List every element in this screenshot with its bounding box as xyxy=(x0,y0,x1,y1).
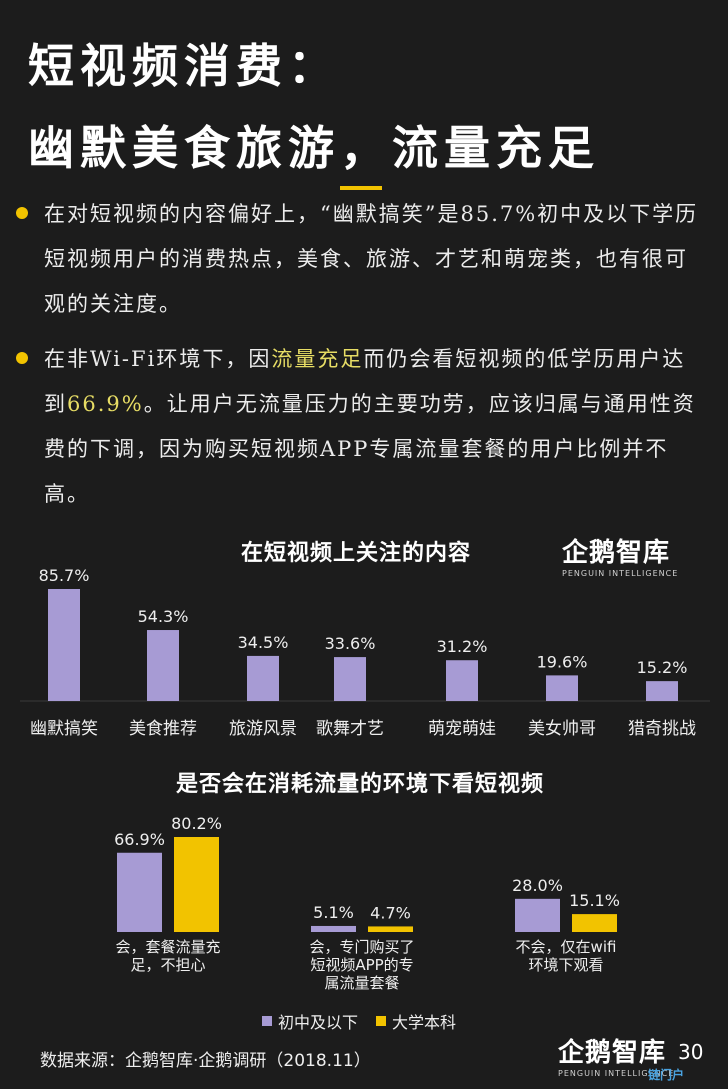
chart1-value-label-5: 31.2% xyxy=(437,637,488,656)
bullet-text-2-part2: 而仍会看短视频的低学历用户达到 xyxy=(44,347,686,416)
chart1-bar-2 xyxy=(147,630,179,701)
bullet-text-2-part3: 。让用户无流量压力的主要功劳，应该归属与通用性资费的下调，因为购买短视频APP专… xyxy=(44,392,696,506)
chart1-category-label-7: 猎奇挑战 xyxy=(628,719,696,739)
bullet-text-2-part1: 在非Wi-Fi环境下，因 xyxy=(44,347,272,371)
chart2-legend: 初中及以下 大学本科 xyxy=(262,1009,456,1033)
logo-text-en: PENGUIN INTELLIGENCE xyxy=(562,569,679,578)
chart1-value-label-6: 19.6% xyxy=(537,652,588,671)
chart1-value-label-2: 54.3% xyxy=(138,607,189,626)
chart1-bar-7 xyxy=(646,681,678,701)
chart2-category-label-2-line1: 会，专门购买了 xyxy=(309,938,414,956)
chart1-category-label-3: 旅游风景 xyxy=(229,719,297,739)
chart2-value-label-group1-series2: 80.2% xyxy=(171,814,222,833)
chart2-value-label-group1-series1: 66.9% xyxy=(114,830,165,849)
chart2-bar-group3-series2 xyxy=(572,914,617,932)
chart1-value-label-1: 85.7% xyxy=(39,566,90,585)
chart2-value-label-group3-series1: 28.0% xyxy=(512,876,563,895)
chart1-value-label-4: 33.6% xyxy=(325,634,376,653)
bullet-point-1: 在对短视频的内容偏好上，“幽默搞笑”是85.7%初中及以下学历短视频用户的消费热… xyxy=(16,192,702,327)
chart1-category-label-5: 萌宠萌娃 xyxy=(428,719,496,739)
chart2-bar-group3-series1 xyxy=(515,898,560,932)
chart2-bar-group1-series1 xyxy=(117,852,162,932)
chart1-bar-1 xyxy=(48,589,80,701)
chart1-category-label-1: 幽默搞笑 xyxy=(30,719,98,739)
chart1-category-label-2: 美食推荐 xyxy=(129,719,197,739)
page-number: 30 xyxy=(678,1040,704,1064)
bullet-text-1: 在对短视频的内容偏好上，“幽默搞笑”是85.7%初中及以下学历短视频用户的消费热… xyxy=(44,202,699,316)
legend-item-series-2: 大学本科 xyxy=(376,1009,456,1033)
highlight-traffic-sufficient: 流量充足 xyxy=(271,347,364,371)
chart1-value-label-7: 15.2% xyxy=(637,658,688,677)
bullet-point-2: 在非Wi-Fi环境下，因流量充足而仍会看短视频的低学历用户达到66.9%。让用户… xyxy=(16,337,702,517)
logo-text-en: PENGUIN INTELLIGENCE xyxy=(558,1069,675,1078)
chart2-bar-group1-series2 xyxy=(174,837,219,932)
chart2-value-label-group2-series2: 4.7% xyxy=(370,903,411,922)
logo-text-cn: 企鹅智库 xyxy=(562,538,671,568)
chart2-value-label-group2-series1: 5.1% xyxy=(313,903,354,922)
chart2-category-label-1-line2: 足，不担心 xyxy=(130,956,205,974)
bullet-dot-icon xyxy=(16,352,28,364)
chart2-category-label-1-line1: 会，套餐流量充 xyxy=(115,938,220,956)
bullet-dot-icon xyxy=(16,207,28,219)
chart1-category-label-6: 美女帅哥 xyxy=(528,719,596,739)
chart2-category-label-3-line1: 不会，仅在wifi xyxy=(516,938,617,956)
legend-swatch-2 xyxy=(376,1016,387,1026)
chart2-value-label-group3-series2: 15.1% xyxy=(569,891,620,910)
chart1-bar-5 xyxy=(446,660,478,701)
chart1-category-label-4: 歌舞才艺 xyxy=(316,719,384,739)
legend-label-1: 初中及以下 xyxy=(278,1013,359,1032)
page-title-line2: 幽默美食旅游，流量充足 xyxy=(28,121,600,175)
chart1-bar-3 xyxy=(247,655,279,701)
logo-text-cn: 企鹅智库 xyxy=(558,1038,667,1068)
legend-label-2: 大学本科 xyxy=(392,1013,457,1032)
chart1-content-preference: 85.7% 幽默搞笑 54.3% 美食推荐 34.5% 旅游风景 33.6% 歌舞才艺 31.2… xyxy=(20,566,710,739)
data-source: 数据来源：企鹅智库·企鹅调研（2018.11） xyxy=(40,1051,371,1071)
penguin-logo-footer: 企鹅智库 PENGUIN INTELLIGENCE xyxy=(558,1032,674,1078)
legend-item-series-1: 初中及以下 xyxy=(262,1009,358,1033)
chart1-title: 在短视频上关注的内容 xyxy=(240,541,471,566)
chart1-value-label-3: 34.5% xyxy=(238,633,289,652)
chart2-category-label-2-line2: 短视频APP的专 xyxy=(310,956,413,974)
chart2-bar-group2-series2 xyxy=(368,926,413,932)
title-accent-line xyxy=(340,186,382,190)
page-title-line1: 短视频消费： xyxy=(28,39,340,93)
highlight-percentage: 66.9% xyxy=(67,392,144,416)
chart1-bar-6 xyxy=(546,675,578,701)
watermark-logo: 链门户 xyxy=(648,1068,685,1082)
bullet-text-2: 在非Wi-Fi环境下，因流量充足而仍会看短视频的低学历用户达到66.9%。让用户… xyxy=(44,337,702,517)
chart2-category-label-2-line3: 属流量套餐 xyxy=(324,974,399,992)
legend-swatch-1 xyxy=(262,1016,272,1026)
chart2-title: 是否会在消耗流量的环境下看短视频 xyxy=(175,772,544,797)
penguin-logo: 企鹅智库 PENGUIN INTELLIGENCE xyxy=(562,532,678,578)
chart2-category-label-3-line2: 环境下观看 xyxy=(528,956,603,974)
chart1-bar-4 xyxy=(334,657,366,701)
chart2-bar-group2-series1 xyxy=(311,925,356,932)
